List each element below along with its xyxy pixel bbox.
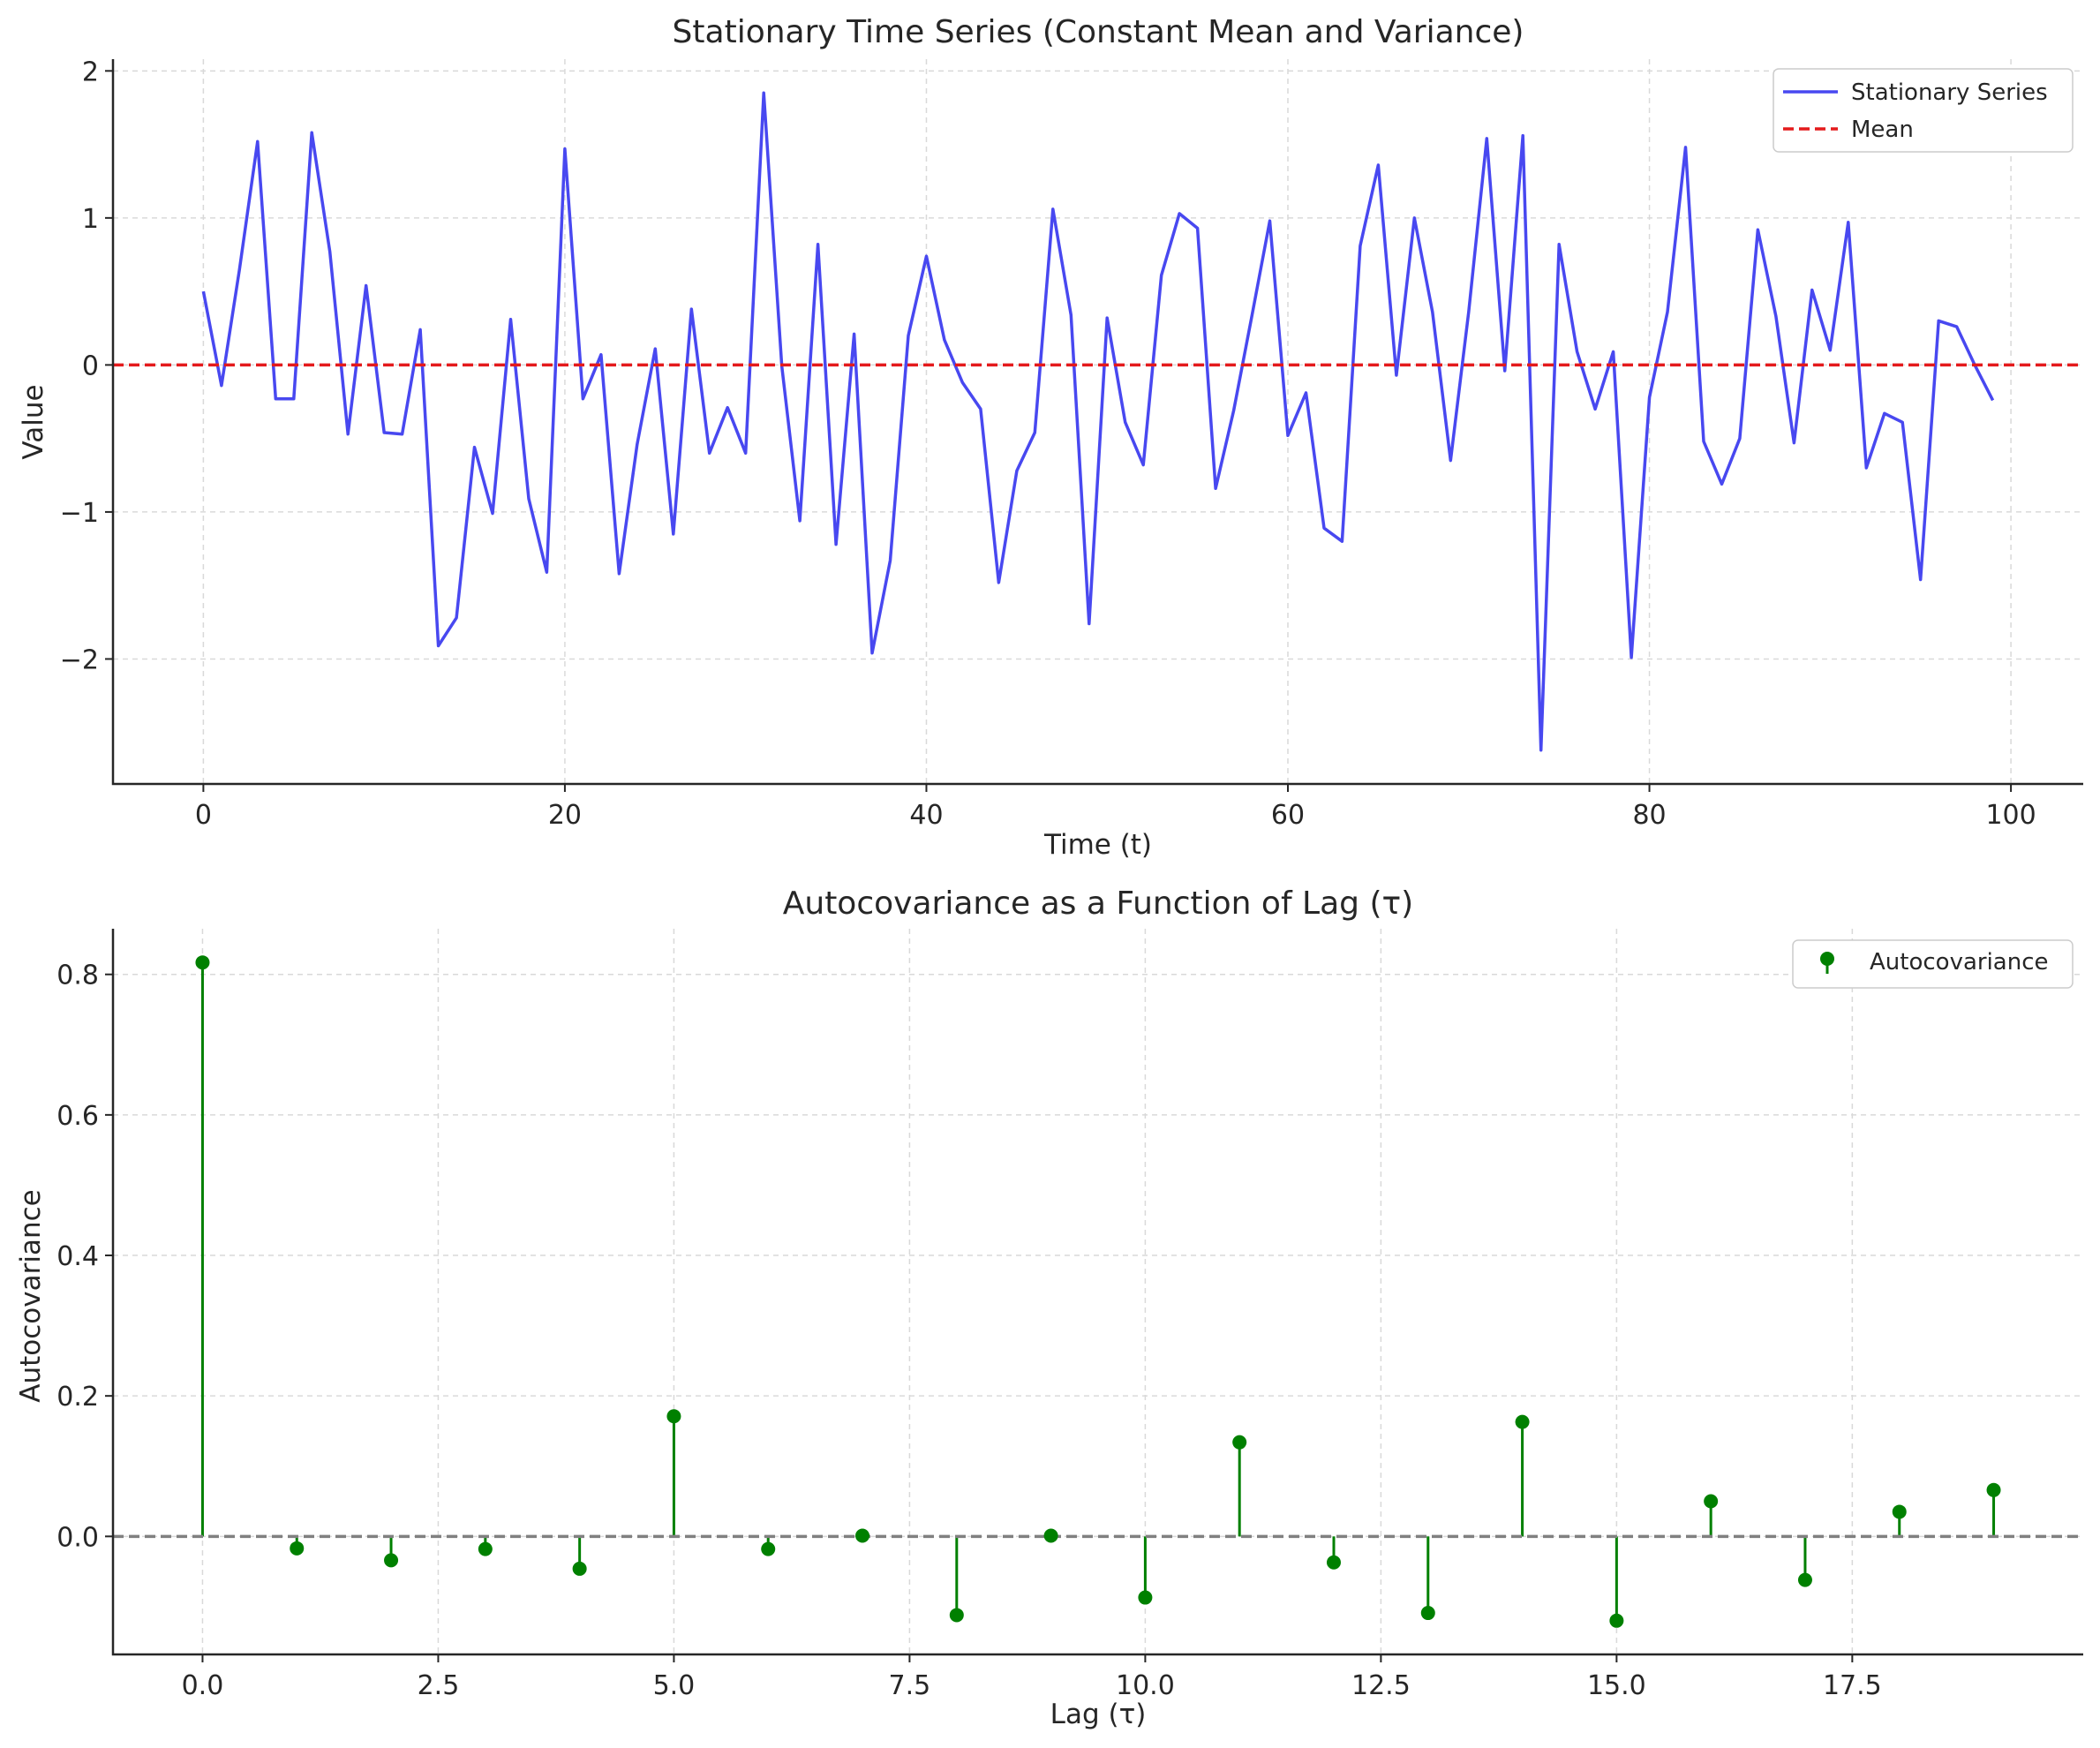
axis-spines <box>111 59 2083 786</box>
plot-area <box>113 91 2083 752</box>
axis-spines <box>111 929 2083 1656</box>
x-tick-label: 60 <box>1271 800 1305 831</box>
stem-marker <box>1797 1572 1812 1587</box>
x-tick-label: 100 <box>1985 800 2036 831</box>
y-tick-label: 0.4 <box>56 1241 99 1272</box>
x-tick-label: 15.0 <box>1587 1670 1646 1701</box>
y-tick-label: −2 <box>60 644 99 675</box>
x-tick-label: 10.0 <box>1116 1670 1175 1701</box>
legend-frame <box>1792 939 2074 989</box>
x-axis-label: Time (t) <box>1043 829 1152 861</box>
x-tick-label: 7.5 <box>889 1670 931 1701</box>
stem-marker <box>1326 1555 1341 1570</box>
y-tick-label: 0 <box>82 350 99 381</box>
y-tick-label: 0.2 <box>56 1382 99 1413</box>
stem-marker <box>1986 1482 2001 1497</box>
stem-marker <box>1043 1528 1058 1543</box>
stem-marker <box>572 1561 587 1576</box>
y-tick-label: 0.0 <box>56 1522 99 1553</box>
axes: 0.0 2.5 5.0 7.5 10.0 12.5 15.0 17.5 0.0 0.2 0.4 0.6… <box>56 929 2083 1701</box>
x-tick-label: 2.5 <box>418 1670 460 1701</box>
x-tick-label: 80 <box>1632 800 1666 831</box>
y-tick-label: 0.6 <box>56 1101 99 1132</box>
stem-marker <box>1420 1606 1435 1621</box>
x-tick-label: 20 <box>548 800 582 831</box>
stem-marker <box>666 1409 681 1424</box>
stem-marker <box>1892 1504 1907 1519</box>
time-series-chart: Stationary Time Series (Constant Mean an… <box>18 14 2083 861</box>
legend: Autocovariance <box>1792 939 2074 989</box>
plot-area <box>113 955 2083 1628</box>
x-tick-label: 0 <box>195 800 212 831</box>
y-axis-label: Autocovariance <box>15 1189 47 1402</box>
legend-label-autocovariance: Autocovariance <box>1870 949 2049 976</box>
y-tick-label: 0.8 <box>56 961 99 991</box>
x-tick-label: 12.5 <box>1351 1670 1411 1701</box>
stem-marker <box>1138 1590 1153 1605</box>
stem-marker <box>1232 1435 1247 1450</box>
stem-marker <box>478 1541 493 1556</box>
stem-marker <box>384 1553 399 1568</box>
stem-marker <box>1609 1613 1624 1628</box>
legend-swatch-marker <box>1820 952 1834 966</box>
legend-label-series: Stationary Series <box>1851 79 2048 106</box>
stem-marker <box>855 1528 870 1543</box>
stem-marker <box>1515 1414 1530 1429</box>
chart-title: Autocovariance as a Function of Lag (τ) <box>783 885 1413 922</box>
stem-marker <box>290 1541 305 1556</box>
axes: 0 20 40 60 80 100 −2 −1 0 1 2 <box>60 57 2083 831</box>
x-axis-label: Lag (τ) <box>1050 1699 1147 1730</box>
legend-frame <box>1773 68 2074 153</box>
stem-marker <box>949 1608 964 1623</box>
legend-label-mean: Mean <box>1851 117 1914 143</box>
x-tick-label: 40 <box>909 800 943 831</box>
y-tick-label: 1 <box>82 204 99 235</box>
stem-marker <box>761 1541 776 1556</box>
autocovariance-chart: Autocovariance as a Function of Lag (τ) … <box>15 885 2083 1730</box>
stem-marker <box>195 955 210 970</box>
grid <box>113 59 2083 784</box>
chart-title: Stationary Time Series (Constant Mean an… <box>673 14 1524 50</box>
legend: Stationary Series Mean <box>1773 68 2074 153</box>
y-tick-label: 2 <box>82 57 99 87</box>
x-tick-label: 5.0 <box>653 1670 696 1701</box>
grid <box>113 929 2083 1654</box>
x-tick-label: 0.0 <box>182 1670 224 1701</box>
y-tick-label: −1 <box>60 498 99 529</box>
stem-marker <box>1704 1494 1719 1509</box>
series-line-stationary <box>201 91 1995 752</box>
x-tick-label: 17.5 <box>1823 1670 1882 1701</box>
y-axis-label: Value <box>18 384 49 459</box>
